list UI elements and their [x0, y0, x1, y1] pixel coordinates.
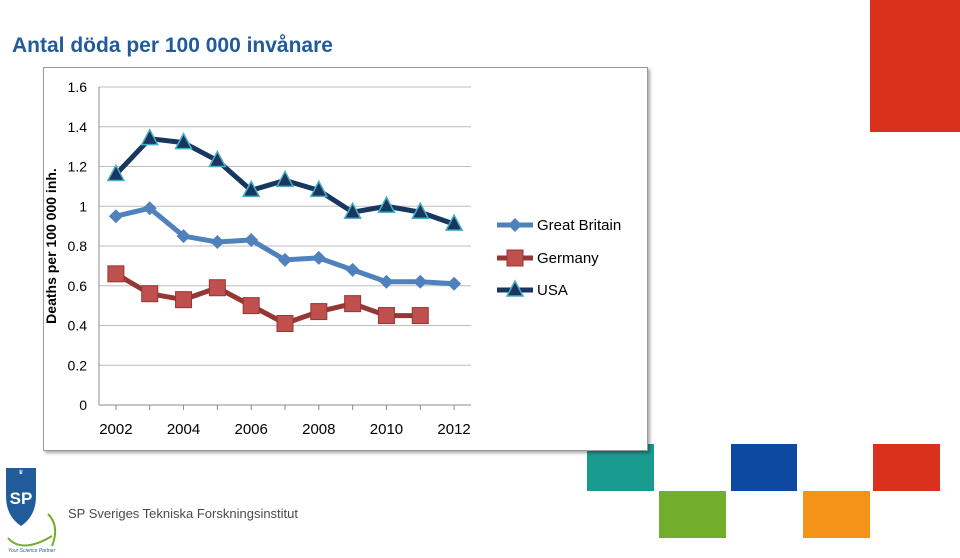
deco-green — [659, 491, 726, 538]
data-point-great-britain — [142, 201, 157, 216]
data-point-germany — [411, 307, 429, 325]
x-tick-label: 2012 — [437, 421, 470, 438]
legend-marker-great-britain — [508, 218, 522, 232]
data-point-germany — [276, 315, 294, 333]
line-chart: 0 0.2 0.4 0.6 0.8 1 1.2 1.4 1.6 2002 2004 2006 2008 2… — [44, 79, 621, 438]
data-point-great-britain — [447, 276, 462, 291]
data-point-great-britain — [176, 229, 191, 244]
data-point-germany — [377, 307, 395, 325]
data-point-germany — [141, 285, 159, 303]
legend-label-great-britain: Great Britain — [537, 217, 621, 234]
deco-orange — [803, 491, 870, 538]
sp-logo: ♛ SP Your Science Partner — [6, 468, 57, 554]
y-tick-label: 1 — [79, 198, 87, 214]
legend-label-usa: USA — [537, 282, 568, 299]
legend-marker-usa — [505, 279, 525, 297]
legend-marker-germany — [506, 249, 524, 267]
logo-tagline: Your Science Partner — [8, 548, 56, 554]
data-point-germany — [107, 265, 125, 283]
data-point-usa — [208, 149, 227, 168]
x-tick-label: 2008 — [302, 421, 335, 438]
chart-container: 0 0.2 0.4 0.6 0.8 1 1.2 1.4 1.6 2002 2004 2006 2008 2… — [43, 67, 648, 451]
data-point-usa — [106, 163, 126, 182]
data-point-great-britain — [379, 274, 394, 289]
data-point-usa — [241, 179, 261, 198]
data-point-usa — [309, 179, 329, 198]
y-tick-label: 0.8 — [68, 238, 88, 254]
data-point-great-britain — [345, 262, 360, 277]
x-tick-label: 2004 — [167, 421, 200, 438]
y-tick-label: 0.6 — [68, 278, 88, 294]
y-tick-label: 0.2 — [68, 357, 88, 373]
deco-teal — [587, 444, 654, 491]
logo-text: SP — [10, 489, 33, 508]
deco-blue — [731, 444, 797, 491]
data-point-usa — [411, 201, 430, 219]
data-point-germany — [344, 295, 362, 313]
data-point-usa — [444, 213, 464, 231]
x-tick-label: 2006 — [234, 421, 267, 438]
data-point-usa — [140, 128, 159, 146]
y-axis-label: Deaths per 100 000 inh. — [44, 168, 59, 324]
data-point-great-britain — [210, 235, 225, 250]
y-tick-label: 1.4 — [68, 119, 88, 135]
data-point-germany — [310, 303, 328, 321]
data-point-usa — [377, 195, 396, 213]
svg-text:♛: ♛ — [18, 469, 23, 476]
data-point-great-britain — [311, 250, 326, 265]
y-tick-label: 0 — [79, 397, 87, 413]
data-point-great-britain — [244, 233, 259, 248]
data-point-usa — [343, 201, 362, 219]
y-tick-label: 1.2 — [68, 159, 88, 175]
data-point-germany — [208, 279, 226, 297]
data-point-usa — [275, 169, 295, 188]
organization-name: SP Sveriges Tekniska Forskningsinstitut — [68, 506, 299, 521]
y-tick-label: 0.4 — [68, 318, 88, 334]
deco-red-top — [870, 0, 960, 132]
series-line-germany — [114, 271, 421, 327]
deco-red-bottom — [873, 444, 940, 491]
data-point-germany — [175, 291, 193, 309]
data-point-germany — [242, 297, 260, 315]
page-title: Antal döda per 100 000 invånare — [12, 34, 333, 57]
x-tick-label: 2002 — [99, 421, 132, 438]
data-point-great-britain — [108, 209, 123, 224]
data-point-usa — [174, 132, 193, 150]
y-tick-label: 1.6 — [68, 79, 88, 95]
data-point-great-britain — [413, 274, 428, 289]
data-point-great-britain — [278, 252, 292, 267]
x-tick-label: 2010 — [370, 421, 403, 438]
legend-label-germany: Germany — [537, 250, 599, 267]
